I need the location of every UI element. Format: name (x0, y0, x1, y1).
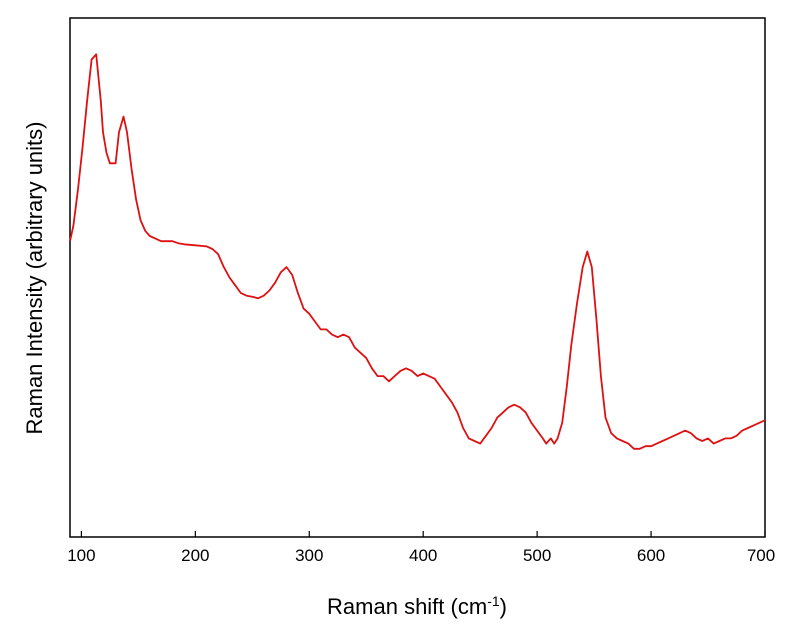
spectrum-line (69, 53, 766, 450)
x-tick-label: 600 (637, 546, 665, 565)
x-axis-title-superscript: -1 (487, 593, 500, 609)
x-tick-label: 700 (747, 546, 775, 565)
x-axis-title: Raman shift (cm-1) (327, 593, 507, 619)
x-axis-title-main: Raman shift (cm (327, 594, 487, 619)
x-axis-ticks: 100 200 300 400 500 600 700 (67, 531, 775, 565)
x-tick-label: 500 (523, 546, 551, 565)
x-tick-label: 200 (181, 546, 209, 565)
y-axis-title: Raman Intensity (arbitrary units) (22, 122, 47, 435)
x-tick-label: 100 (67, 546, 95, 565)
plot-frame (69, 17, 766, 538)
x-axis-title-suffix: ) (500, 594, 507, 619)
x-tick-label: 300 (295, 546, 323, 565)
x-tick-label: 400 (409, 546, 437, 565)
